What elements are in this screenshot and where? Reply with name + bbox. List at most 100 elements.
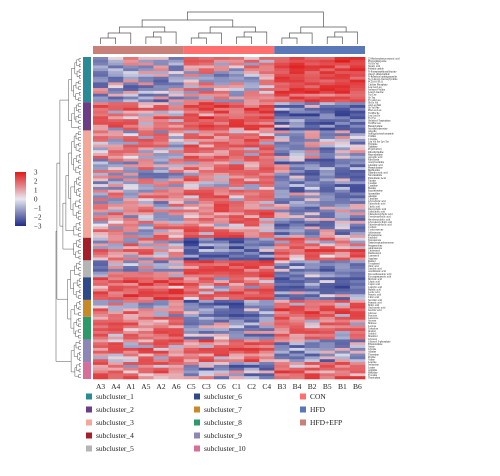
heatmap-cell [153, 254, 169, 258]
heatmap-cell [229, 220, 245, 224]
heatmap-cell [349, 234, 366, 239]
heatmap-cell [198, 367, 215, 371]
heatmap-cell [168, 124, 184, 128]
heatmap-cell [123, 376, 139, 380]
color-scale-tick: −1 [34, 205, 42, 213]
heatmap-cell [153, 215, 169, 219]
heatmap-cell [229, 257, 245, 261]
heatmap-cell [304, 271, 320, 275]
heatmap-cell [244, 285, 260, 289]
heatmap-cell [168, 181, 184, 185]
heatmap-cell [289, 107, 305, 111]
heatmap-cell [229, 223, 245, 227]
heatmap-cell [244, 308, 260, 312]
heatmap-cell [289, 297, 305, 301]
heatmap-cell [259, 201, 275, 205]
heatmap-cell [229, 212, 245, 216]
heatmap-cell [259, 362, 275, 366]
heatmap-cell [289, 88, 305, 92]
heatmap-cell [334, 82, 351, 86]
heatmap-cell [183, 277, 200, 281]
heatmap-cell [349, 136, 366, 140]
heatmap-cell [259, 90, 275, 95]
heatmap-cell [334, 59, 351, 63]
heatmap-cell [138, 138, 154, 143]
heatmap-cell [259, 316, 275, 320]
heatmap-cell [168, 192, 184, 196]
heatmap-cell [168, 311, 184, 315]
heatmap-cell [108, 353, 124, 357]
color-scale-tick: −3 [34, 223, 42, 231]
dendrogram-branch [71, 113, 79, 128]
heatmap-cell [319, 246, 336, 250]
heatmap-cell [213, 195, 230, 199]
heatmap-cell [349, 347, 366, 352]
heatmap-cell [334, 113, 351, 117]
heatmap-cell [183, 336, 200, 340]
row-label: Ribothymidine [368, 151, 384, 154]
heatmap-cell [229, 79, 245, 83]
heatmap-cell [108, 175, 124, 179]
heatmap-cell [319, 333, 336, 337]
heatmap-cell [108, 330, 124, 335]
heatmap-cell [183, 121, 200, 126]
heatmap-cell [138, 328, 154, 332]
heatmap-cell [304, 218, 320, 222]
heatmap-cell [138, 325, 154, 329]
row-label: Taurodeoxycholic acid [368, 223, 392, 226]
heatmap-cell [349, 299, 366, 304]
heatmap-cell [168, 164, 184, 168]
heatmap-cell [334, 73, 351, 78]
heatmap-cell [168, 249, 184, 253]
heatmap-cell [93, 243, 109, 247]
heatmap-cell [123, 240, 139, 244]
heatmap-cell [198, 172, 215, 176]
heatmap-cell [289, 79, 305, 83]
heatmap-cell [198, 113, 215, 117]
heatmap-cell [349, 153, 366, 157]
heatmap-cell [319, 367, 336, 371]
heatmap-cell [319, 294, 336, 298]
heatmap-cell [274, 172, 290, 176]
heatmap-cell [183, 266, 200, 270]
heatmap-cell [183, 124, 200, 128]
heatmap-cell [183, 153, 200, 157]
dendrogram-branch [79, 171, 81, 175]
heatmap-cell [304, 57, 320, 61]
heatmap-cell [304, 305, 320, 309]
heatmap-cell [244, 271, 260, 275]
heatmap-cell [213, 192, 230, 196]
heatmap-cell [213, 73, 230, 78]
heatmap-cell [123, 85, 139, 89]
heatmap-cell [289, 206, 305, 210]
heatmap-cell [259, 116, 275, 120]
heatmap-cell [93, 138, 109, 143]
heatmap-cell [213, 147, 230, 151]
heatmap-cell [259, 79, 275, 83]
heatmap-cell [289, 158, 305, 162]
heatmap-cell [153, 373, 169, 377]
heatmap-cell [319, 147, 336, 151]
heatmap-cell [213, 110, 230, 114]
heatmap-cell [319, 364, 336, 368]
heatmap-cell [138, 141, 154, 145]
heatmap-cell [138, 282, 154, 287]
heatmap-cell [334, 169, 351, 174]
heatmap-cell [168, 234, 184, 239]
heatmap-cell [304, 127, 320, 131]
heatmap-cell [123, 175, 139, 179]
dendrogram-branch [71, 68, 75, 92]
heatmap-cell [168, 243, 184, 247]
heatmap-cell [153, 311, 169, 315]
heatmap-cell [229, 325, 245, 329]
heatmap-cell [198, 342, 215, 346]
heatmap-cell [108, 342, 124, 346]
heatmap-cell [244, 339, 260, 343]
heatmap-cell [229, 299, 245, 304]
heatmap-cell [259, 223, 275, 227]
row-label: Betaine [368, 187, 377, 190]
heatmap-cell [334, 175, 351, 179]
heatmap-cell [93, 119, 109, 123]
heatmap-cell [229, 192, 245, 196]
